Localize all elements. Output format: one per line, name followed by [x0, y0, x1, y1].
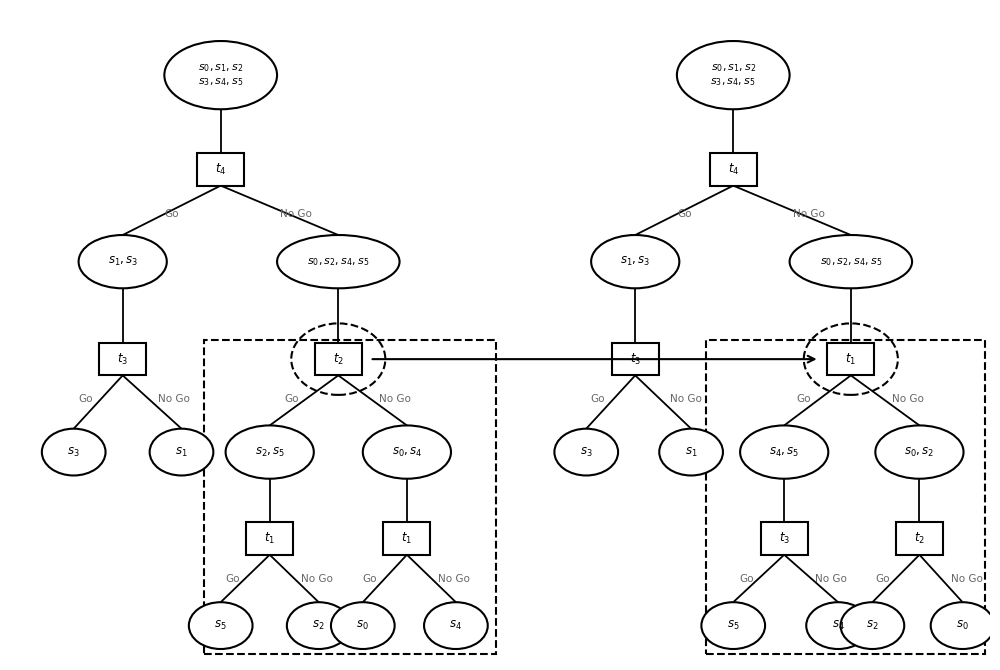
Text: $s_4,s_5$: $s_4,s_5$	[769, 446, 799, 459]
Text: No Go: No Go	[892, 395, 924, 405]
Ellipse shape	[659, 429, 723, 476]
Text: $t_1$: $t_1$	[264, 531, 275, 546]
Text: $t_3$: $t_3$	[779, 531, 790, 546]
Text: No Go: No Go	[951, 574, 982, 584]
Text: No Go: No Go	[301, 574, 333, 584]
Text: $t_4$: $t_4$	[728, 162, 739, 177]
Ellipse shape	[79, 235, 167, 288]
Text: $s_1,s_3$: $s_1,s_3$	[620, 255, 650, 268]
FancyBboxPatch shape	[896, 523, 943, 555]
Text: Go: Go	[677, 208, 691, 218]
Text: $s_5$: $s_5$	[727, 619, 740, 632]
Text: Go: Go	[797, 395, 811, 405]
Text: $s_1$: $s_1$	[175, 446, 188, 459]
FancyBboxPatch shape	[315, 343, 362, 375]
FancyBboxPatch shape	[197, 153, 244, 186]
Text: $s_0,s_2,s_4,s_5$: $s_0,s_2,s_4,s_5$	[820, 256, 882, 267]
Text: $t_2$: $t_2$	[333, 352, 344, 366]
Bar	[204, 340, 496, 653]
Text: Go: Go	[362, 574, 377, 584]
FancyBboxPatch shape	[827, 343, 874, 375]
Ellipse shape	[164, 41, 277, 109]
Text: $s_4$: $s_4$	[449, 619, 462, 632]
Ellipse shape	[554, 429, 618, 476]
Text: No Go: No Go	[670, 395, 702, 405]
Text: $s_3$: $s_3$	[580, 446, 593, 459]
Text: $t_1$: $t_1$	[845, 352, 856, 366]
Text: $s_4$: $s_4$	[832, 619, 845, 632]
Ellipse shape	[931, 602, 994, 649]
Ellipse shape	[226, 425, 314, 479]
Ellipse shape	[591, 235, 679, 288]
Text: No Go: No Go	[793, 208, 825, 218]
Ellipse shape	[42, 429, 106, 476]
Ellipse shape	[806, 602, 870, 649]
Text: Go: Go	[164, 208, 179, 218]
Ellipse shape	[189, 602, 253, 649]
Text: No Go: No Go	[815, 574, 847, 584]
Text: $s_3$: $s_3$	[67, 446, 80, 459]
Text: $s_1$: $s_1$	[685, 446, 697, 459]
Ellipse shape	[277, 235, 400, 288]
Ellipse shape	[841, 602, 904, 649]
Text: No Go: No Go	[438, 574, 470, 584]
Text: $s_5$: $s_5$	[214, 619, 227, 632]
Text: No Go: No Go	[280, 208, 312, 218]
Text: $s_1,s_3$: $s_1,s_3$	[108, 255, 138, 268]
Ellipse shape	[424, 602, 488, 649]
Text: $t_4$: $t_4$	[215, 162, 226, 177]
Text: Go: Go	[591, 395, 605, 405]
FancyBboxPatch shape	[99, 343, 146, 375]
Text: $s_2,s_5$: $s_2,s_5$	[255, 446, 285, 459]
Ellipse shape	[740, 425, 828, 479]
Text: $t_3$: $t_3$	[630, 352, 641, 366]
Text: $t_1$: $t_1$	[401, 531, 412, 546]
Text: $s_2$: $s_2$	[866, 619, 879, 632]
Text: Go: Go	[284, 395, 299, 405]
FancyBboxPatch shape	[246, 523, 293, 555]
Text: Go: Go	[875, 574, 889, 584]
Text: Go: Go	[78, 395, 93, 405]
FancyBboxPatch shape	[710, 153, 757, 186]
Text: $s_0,s_1,s_2$
$s_3,s_4,s_5$: $s_0,s_1,s_2$ $s_3,s_4,s_5$	[198, 62, 243, 88]
Text: $s_0,s_2$: $s_0,s_2$	[904, 446, 935, 459]
Ellipse shape	[701, 602, 765, 649]
Bar	[706, 340, 985, 653]
FancyBboxPatch shape	[383, 523, 430, 555]
Text: No Go: No Go	[379, 395, 411, 405]
Text: $s_0,s_2,s_4,s_5$: $s_0,s_2,s_4,s_5$	[307, 256, 369, 267]
Text: Go: Go	[740, 574, 754, 584]
FancyBboxPatch shape	[612, 343, 659, 375]
FancyBboxPatch shape	[761, 523, 808, 555]
Ellipse shape	[331, 602, 395, 649]
Ellipse shape	[790, 235, 912, 288]
Text: $t_2$: $t_2$	[914, 531, 925, 546]
Text: No Go: No Go	[158, 395, 190, 405]
Ellipse shape	[875, 425, 964, 479]
Text: $s_2$: $s_2$	[312, 619, 325, 632]
Text: $s_0$: $s_0$	[956, 619, 969, 632]
Text: $s_0,s_1,s_2$
$s_3,s_4,s_5$: $s_0,s_1,s_2$ $s_3,s_4,s_5$	[710, 62, 756, 88]
Text: $s_0$: $s_0$	[356, 619, 369, 632]
Ellipse shape	[363, 425, 451, 479]
Ellipse shape	[150, 429, 213, 476]
Ellipse shape	[287, 602, 351, 649]
Ellipse shape	[677, 41, 790, 109]
Text: $t_3$: $t_3$	[117, 352, 128, 366]
Text: Go: Go	[225, 574, 240, 584]
Text: $s_0,s_4$: $s_0,s_4$	[392, 446, 422, 459]
